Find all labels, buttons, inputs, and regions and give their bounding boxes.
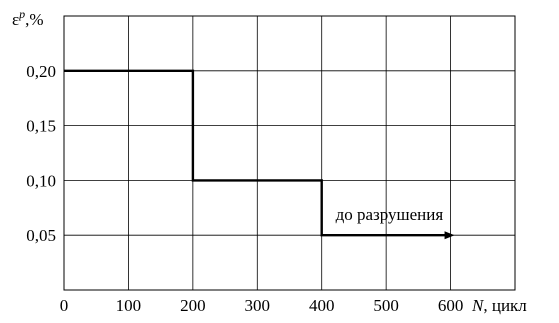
y-axis-unit: ,%: [25, 10, 43, 29]
annotations: до разрушения: [336, 205, 444, 224]
y-tick-label-0: 0,05: [26, 226, 56, 245]
x-axis-symbol: N: [471, 296, 485, 315]
x-tick-label-6: 600: [438, 296, 464, 315]
series-arrowhead-0: [444, 231, 455, 240]
series-line-0: [64, 69, 451, 237]
x-tick-label-5: 500: [373, 296, 399, 315]
x-tick-label-0: 0: [60, 296, 69, 315]
tick-labels: 0 100 200 300 400 500 600 0,05 0,10 0,15 0,20: [26, 62, 463, 315]
x-axis-unit: , цикл: [483, 296, 527, 315]
y-axis-symbol: ε: [12, 10, 19, 29]
y-axis-superscript: p: [18, 7, 25, 21]
x-tick-label-4: 400: [309, 296, 335, 315]
grid: [64, 16, 516, 290]
x-tick-label-1: 100: [116, 296, 142, 315]
y-tick-label-1: 0,10: [26, 171, 56, 190]
series-layer: [64, 69, 455, 240]
y-axis-label: εp,%: [12, 7, 44, 29]
plot-frame: [63, 15, 516, 291]
y-tick-label-3: 0,20: [26, 62, 56, 81]
x-axis-label: N, цикл: [471, 296, 527, 315]
x-tick-label-3: 300: [245, 296, 271, 315]
annotation-0: до разрушения: [336, 205, 444, 224]
x-tick-label-2: 200: [180, 296, 206, 315]
y-tick-label-2: 0,15: [26, 117, 56, 136]
